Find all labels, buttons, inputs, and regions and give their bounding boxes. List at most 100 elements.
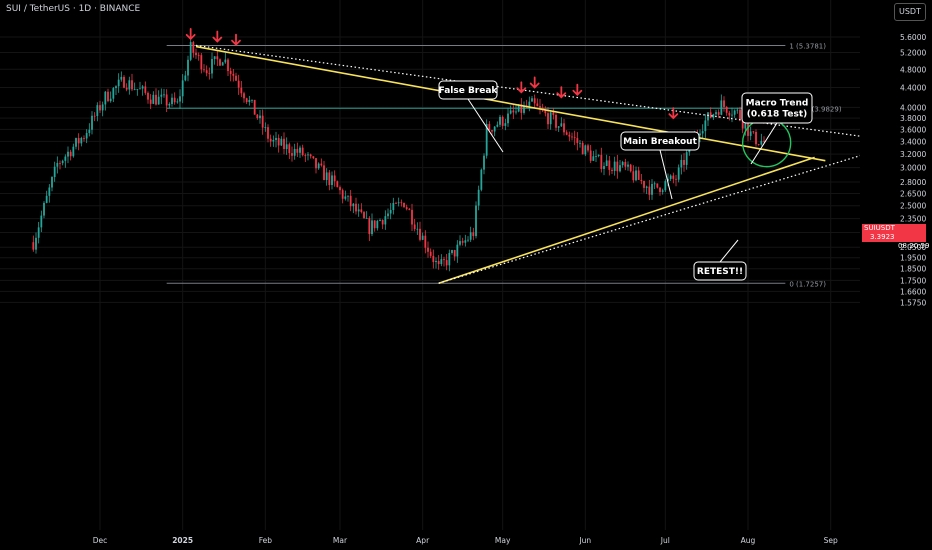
callout-box	[741, 92, 813, 124]
candle-body	[205, 70, 208, 74]
candle-body	[152, 94, 155, 104]
candle-body	[504, 123, 507, 126]
candle-body	[35, 237, 37, 250]
time-tick-label: Sep	[824, 536, 838, 545]
candle-body	[757, 144, 760, 145]
callout-pointer	[750, 122, 778, 165]
candle-body	[656, 183, 659, 188]
candle-body	[43, 202, 45, 216]
price-axis-background	[860, 0, 932, 550]
candle-body	[189, 42, 192, 60]
last-price-tag: SUIUSDT 3.3923 08:20:59	[862, 224, 929, 250]
candle-body	[520, 104, 523, 113]
time-axis[interactable]: Dec 2025 Feb Mar Apr May Jun Jul Aug Sep	[93, 536, 838, 545]
price-axis[interactable]: 5.6000 5.2000 4.8000 4.4000 4.0000 3.8000 3.60…	[860, 0, 932, 550]
candle-body	[600, 154, 603, 169]
candle-body	[573, 137, 576, 139]
candle-body	[755, 131, 757, 145]
candles	[32, 38, 765, 272]
candle-body	[381, 219, 384, 225]
candle-body	[624, 161, 627, 167]
callout-retest: RETEST!!	[693, 239, 747, 281]
candle-body	[680, 159, 683, 168]
candle-body	[579, 142, 581, 144]
candle-body	[288, 144, 291, 154]
candle-body	[405, 207, 408, 209]
candle-body	[197, 55, 200, 56]
candle-body	[32, 242, 35, 250]
candle-body	[317, 163, 320, 169]
candle-body	[752, 131, 755, 133]
candle-body	[272, 140, 275, 142]
candle-body	[459, 241, 461, 245]
red-arrow-marker	[556, 86, 567, 99]
candle-body	[597, 154, 600, 157]
candle-body	[224, 59, 227, 63]
candle-body	[77, 138, 80, 144]
candle-body	[208, 73, 211, 74]
candle-body	[437, 260, 440, 265]
candle-body	[629, 164, 632, 172]
candle-body	[339, 187, 341, 191]
candle-body	[539, 106, 541, 108]
candle-body	[557, 126, 560, 128]
candle-body	[72, 146, 75, 157]
candle-body	[219, 59, 221, 66]
candle-body	[259, 115, 261, 119]
price-tick-label: 5.2000	[900, 49, 926, 58]
trendline	[195, 44, 877, 139]
candle-body	[248, 99, 251, 103]
candle-body	[672, 175, 675, 179]
candle-body	[267, 127, 269, 139]
time-tick-label: Jul	[660, 536, 670, 545]
candle-body	[403, 202, 405, 208]
red-arrow-marker	[516, 81, 527, 94]
candle-body	[488, 124, 491, 131]
annotation-callouts: False Break Main Breakout Macro Trend(0.61…	[438, 80, 813, 281]
candle-body	[240, 87, 243, 94]
candle-body	[741, 119, 744, 129]
candle-body	[603, 166, 605, 169]
candle-body	[227, 59, 229, 72]
candle-body	[331, 175, 333, 185]
time-tick-label: Aug	[741, 536, 756, 545]
candle-body	[720, 100, 723, 115]
candle-body	[176, 101, 179, 103]
candle-body	[256, 114, 259, 119]
candle-body	[203, 69, 205, 71]
candle-body	[181, 80, 184, 97]
candle-body	[237, 80, 240, 88]
candle-body	[453, 250, 456, 257]
candle-body	[523, 105, 525, 113]
candle-body	[467, 239, 469, 241]
candle-body	[69, 151, 72, 157]
candle-body	[392, 202, 395, 210]
candle-body	[747, 123, 749, 136]
candle-body	[736, 109, 739, 111]
candle-body	[221, 62, 224, 66]
candle-body	[283, 138, 285, 149]
candle-body	[669, 175, 672, 179]
candle-body	[480, 169, 483, 190]
price-tick-label: 1.5750	[900, 298, 926, 307]
candle-body	[440, 259, 443, 265]
candle-body	[296, 148, 299, 153]
candle-body	[133, 88, 136, 90]
candle-body	[589, 150, 592, 161]
candle-body	[648, 186, 651, 195]
time-tick-label: Dec	[93, 536, 108, 545]
candle-body	[627, 164, 629, 167]
candle-body	[533, 98, 536, 104]
candle-body	[328, 172, 331, 185]
candle-body	[443, 259, 445, 261]
candle-body	[101, 104, 104, 111]
candle-body	[725, 106, 728, 113]
candle-body	[712, 114, 715, 118]
currency-button[interactable]: USDT	[894, 3, 926, 21]
candle-body	[275, 137, 277, 141]
red-arrow-marker	[529, 76, 540, 89]
candle-body	[621, 161, 624, 166]
candle-body	[485, 124, 488, 156]
candle-body	[315, 158, 317, 169]
